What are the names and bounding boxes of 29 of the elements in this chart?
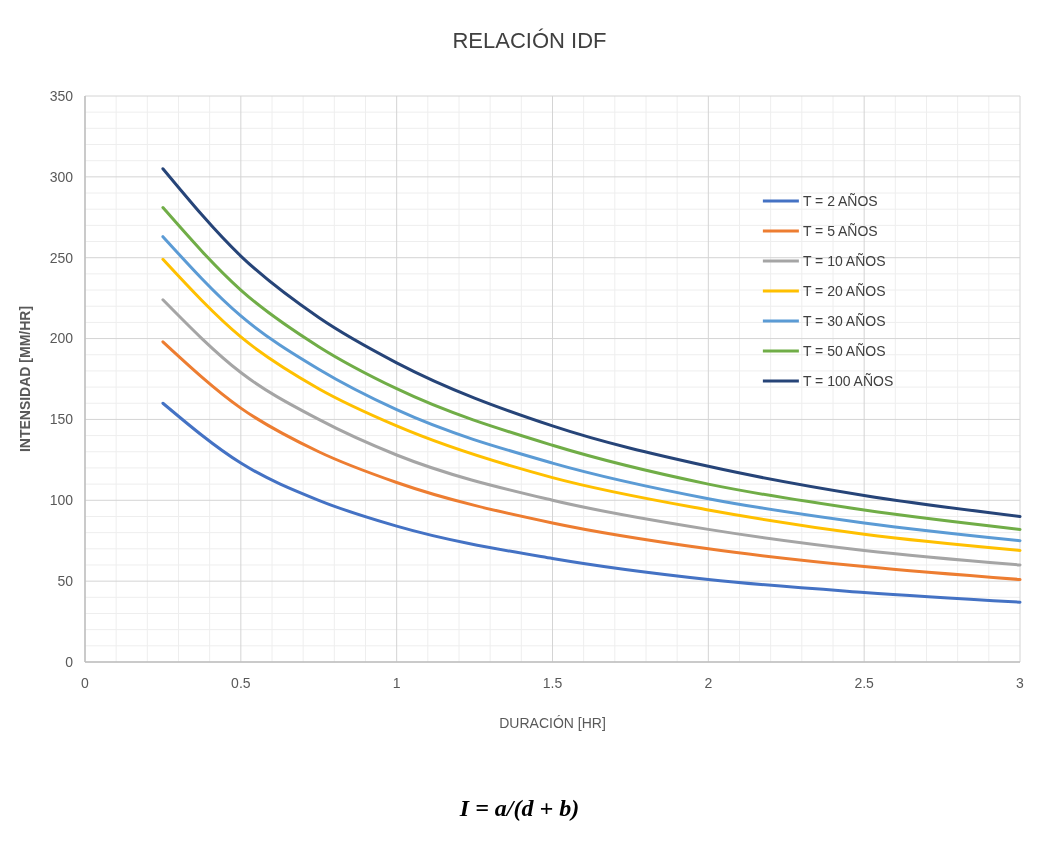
x-tick-label: 0 (81, 675, 90, 691)
x-axis-title: DURACIÓN [HR] (499, 715, 606, 731)
legend-label: T = 5 AÑOS (802, 222, 878, 239)
legend-label: T = 30 AÑOS (802, 312, 886, 329)
x-tick-label: 1 (392, 675, 401, 691)
x-tick-label: 1.5 (542, 675, 563, 691)
y-tick-label: 300 (49, 168, 74, 185)
y-tick-label: 350 (49, 87, 74, 104)
legend-label: T = 50 AÑOS (802, 342, 886, 359)
legend-label: T = 20 AÑOS (802, 282, 886, 299)
y-tick-label: 100 (49, 492, 74, 509)
x-tick-label: 2 (704, 675, 713, 691)
x-tick-label: 3 (1016, 675, 1025, 691)
x-tick-label: 0.5 (231, 675, 251, 691)
y-tick-label: 150 (49, 411, 74, 428)
line-series (161, 298, 1022, 567)
legend-label: T = 10 AÑOS (802, 252, 886, 269)
y-tick-label: 0 (65, 653, 74, 670)
x-tick-label: 2.5 (854, 675, 875, 691)
text: I = a/(d + b) (458, 795, 580, 821)
legend-label: T = 100 AÑOS (802, 372, 894, 389)
chart-title: RELACIÓN IDF (452, 28, 607, 53)
y-tick-label: 50 (57, 573, 74, 590)
y-axis-title: INTENSIDAD [MM/HR] (17, 305, 33, 453)
line-series (161, 401, 1022, 604)
y-tick-label: 250 (49, 249, 74, 266)
y-tick-label: 200 (49, 330, 74, 347)
line-series (161, 340, 1022, 582)
legend-label: T = 2 AÑOS (802, 192, 878, 209)
